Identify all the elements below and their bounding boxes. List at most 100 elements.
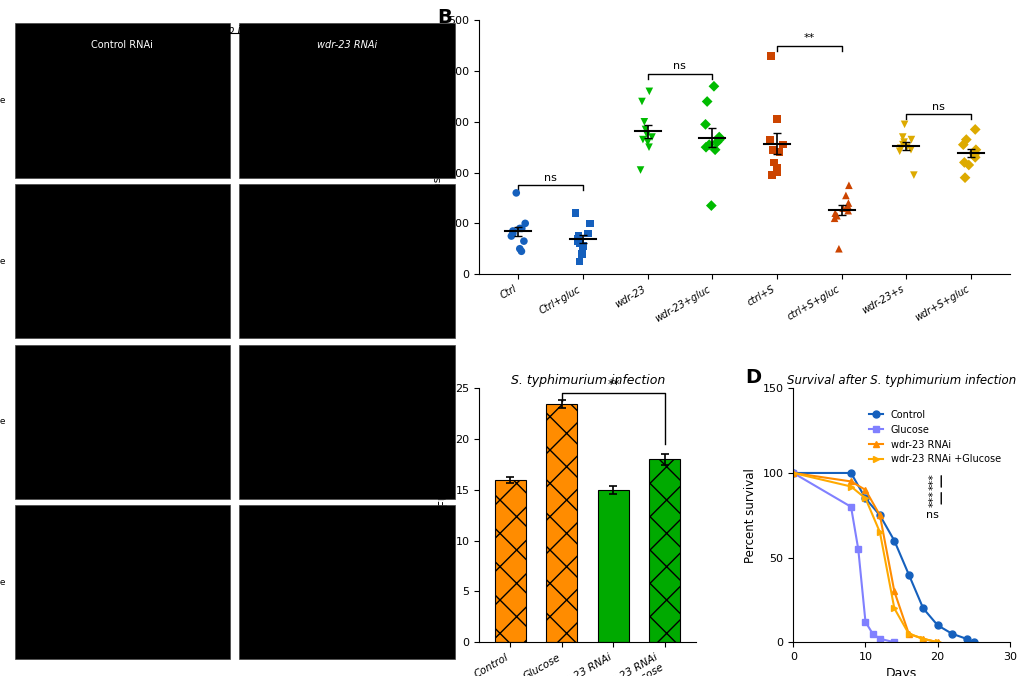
- Point: [582, 218, 598, 228]
- wdr-23 RNAi: [873, 511, 886, 519]
- Point: [957, 134, 973, 145]
- Control: [945, 629, 957, 637]
- Point: [965, 149, 981, 160]
- Point: [768, 167, 785, 178]
- Point: [641, 86, 657, 97]
- Control: [844, 469, 856, 477]
- Control: [916, 604, 928, 612]
- Point: [571, 256, 587, 267]
- Point: [764, 145, 781, 155]
- Bar: [14, 345, 230, 499]
- Point: [643, 132, 659, 143]
- Point: [768, 162, 785, 173]
- Point: [504, 228, 521, 239]
- Point: [905, 170, 921, 180]
- Point: [763, 170, 780, 180]
- Point: [966, 124, 982, 135]
- Text: ***: ***: [928, 490, 938, 507]
- Point: [835, 203, 851, 214]
- Point: [903, 134, 919, 145]
- wdr-23 RNAi: [888, 587, 900, 596]
- Point: [955, 157, 971, 168]
- Point: [517, 218, 533, 228]
- Point: [891, 146, 907, 157]
- Control: [888, 537, 900, 545]
- Control: [902, 571, 914, 579]
- wdr-23 RNAi: [844, 477, 856, 485]
- Point: [825, 213, 842, 224]
- Point: [575, 241, 591, 251]
- Text: **: **: [803, 33, 814, 43]
- Point: [826, 208, 843, 218]
- Point: [634, 134, 650, 145]
- Point: [895, 137, 911, 147]
- Glucose: [873, 635, 886, 643]
- Control: [859, 494, 871, 502]
- Text: wdr-23 RNAi: wdr-23 RNAi: [316, 39, 377, 49]
- wdr-23 RNAi
+Glucose: [888, 604, 900, 612]
- Point: [960, 160, 976, 170]
- Text: C: C: [431, 368, 445, 387]
- Point: [896, 119, 912, 130]
- Title: S. typhimurium infection: S. typhimurium infection: [511, 375, 664, 387]
- Point: [965, 147, 981, 158]
- Point: [706, 145, 722, 155]
- Text: **: **: [606, 379, 620, 391]
- Glucose: [888, 638, 900, 646]
- Point: [840, 206, 856, 216]
- Text: ***: ***: [928, 473, 938, 490]
- Glucose: [844, 503, 856, 511]
- Point: [840, 180, 856, 191]
- wdr-23 RNAi: [902, 629, 914, 637]
- Bar: [14, 505, 230, 659]
- X-axis label: Days: Days: [886, 667, 916, 676]
- Control: [873, 511, 886, 519]
- Point: [892, 143, 908, 153]
- Text: ns: ns: [543, 173, 556, 183]
- Point: [710, 134, 727, 145]
- Point: [708, 137, 725, 147]
- Title: Survival after S. typhimurium infection: Survival after S. typhimurium infection: [787, 375, 1015, 387]
- wdr-23 RNAi
+Glucose: [859, 494, 871, 502]
- Point: [638, 129, 654, 140]
- Text: + Glucose: + Glucose: [0, 578, 6, 587]
- Legend: Control, Glucose, wdr-23 RNAi, wdr-23 RNAi +Glucose: Control, Glucose, wdr-23 RNAi, wdr-23 RN…: [864, 406, 1004, 468]
- Point: [710, 132, 727, 143]
- Text: Control RNAi: Control RNAi: [92, 39, 153, 49]
- Y-axis label: Intensity(Arbitory unit): Intensity(Arbitory unit): [433, 84, 442, 211]
- Point: [839, 200, 855, 211]
- Point: [697, 142, 713, 153]
- Point: [571, 238, 587, 249]
- Point: [640, 142, 656, 153]
- Bar: [238, 345, 454, 499]
- Point: [632, 165, 648, 176]
- Point: [840, 197, 856, 208]
- Text: D: D: [745, 368, 761, 387]
- wdr-23 RNAi: [859, 486, 871, 494]
- Point: [761, 134, 777, 145]
- Point: [573, 248, 589, 259]
- Point: [956, 172, 972, 183]
- Text: ns: ns: [673, 61, 686, 71]
- Point: [837, 190, 853, 201]
- Bar: [238, 505, 454, 659]
- Bar: [14, 24, 230, 178]
- Text: B: B: [436, 7, 451, 26]
- Glucose: [787, 469, 799, 477]
- Point: [514, 223, 530, 234]
- wdr-23 RNAi: [916, 635, 928, 643]
- wdr-23 RNAi: [930, 638, 943, 646]
- wdr-23 RNAi
+Glucose: [930, 638, 943, 646]
- Point: [502, 231, 519, 241]
- Text: ns: ns: [925, 510, 938, 521]
- Point: [639, 137, 655, 147]
- Bar: [238, 184, 454, 338]
- Point: [966, 152, 982, 163]
- Point: [705, 81, 721, 92]
- Point: [633, 96, 649, 107]
- Point: [894, 132, 910, 143]
- Point: [702, 200, 718, 211]
- Point: [954, 139, 970, 150]
- Point: [570, 231, 586, 241]
- Point: [698, 96, 714, 107]
